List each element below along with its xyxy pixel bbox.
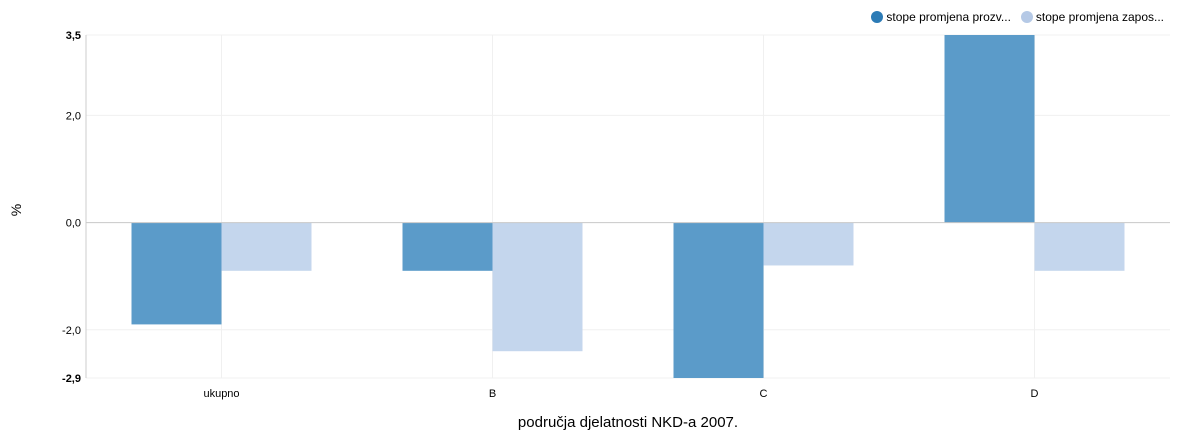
y-tick-label: -2,0 <box>62 325 81 337</box>
y-tick-label: 0,0 <box>66 218 81 230</box>
x-tick-label: B <box>489 388 496 400</box>
x-tick-label: D <box>1031 388 1039 400</box>
legend-item-series-2[interactable]: stope promjena zapos... <box>1020 10 1164 24</box>
bar-series-2-b <box>492 222 583 352</box>
bar-series-1-ukupno <box>131 222 222 325</box>
bar-series-2-d <box>1034 222 1125 271</box>
bar-series-2-c <box>763 222 854 266</box>
bar-series-2-ukupno <box>221 222 312 271</box>
bar-series-1-b <box>402 222 493 271</box>
legend-label-series-2: stope promjena zapos... <box>1035 10 1164 24</box>
legend-item-series-1[interactable]: stope promjena prozv... <box>871 10 1011 24</box>
legend-label-series-1: stope promjena prozv... <box>886 10 1011 24</box>
x-axis-title: područja djelatnosti NKD-a 2007. <box>517 414 739 431</box>
bar-series-1-c <box>673 222 764 378</box>
legend-swatch-series-2 <box>1020 11 1033 23</box>
bar-series-1-d <box>944 35 1035 223</box>
y-tick-label: -2,9 <box>62 373 81 385</box>
x-tick-label: C <box>760 388 768 400</box>
y-tick-label: 2,0 <box>66 110 81 122</box>
legend[interactable]: stope promjena prozv... stope promjena z… <box>871 10 1164 24</box>
x-tick-label: ukupno <box>203 388 239 400</box>
legend-swatch-series-1 <box>871 11 884 23</box>
y-tick-label: 3,5 <box>66 30 81 42</box>
